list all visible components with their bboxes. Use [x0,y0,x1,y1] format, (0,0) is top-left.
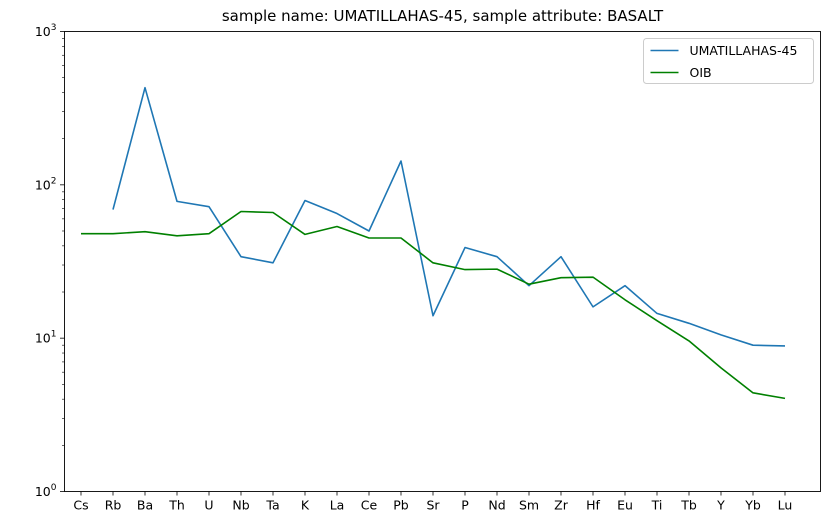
series-1 [81,210,786,400]
x-tick-label: Ba [137,498,153,513]
series-line [81,210,786,400]
series-line [112,86,786,347]
x-tick-label: Zr [554,498,569,513]
series-layer [81,86,786,400]
x-tick-label: Ti [651,498,663,513]
x-tick-label: Y [716,498,725,513]
x-tick-label: Ta [265,498,279,513]
legend-label: OIB [690,65,712,80]
x-tick-label: Cs [73,498,88,513]
x-tick-label: Hf [586,498,600,513]
y-tick-label: 103 [35,23,57,39]
x-tick-label: Nd [488,498,505,513]
axes-layer: Cs Rb Ba Th U Nb Ta K La Ce Pb Sr P Nd Sm Zr Hf Eu Ti Tb Y Yb… [35,23,821,513]
legend-label: UMATILLAHAS-45 [690,43,798,58]
x-tick-label: Th [168,498,185,513]
x-tick-label: Nb [232,498,249,513]
x-tick-label: Yb [744,498,761,513]
chart-title: sample name: UMATILLAHAS-45, sample attr… [222,7,664,25]
x-tick-label: Lu [778,498,793,513]
y-tick-label: 101 [35,330,57,346]
legend: UMATILLAHAS-45 OIB [643,38,814,84]
series-0 [112,86,786,347]
y-tick-label: 102 [35,176,57,192]
legend-box [643,38,814,84]
x-tick-label: Pb [393,498,409,513]
x-tick-label: Eu [617,498,633,513]
x-tick-label: Tb [680,498,697,513]
x-tick-label: K [301,498,310,513]
x-tick-label: Rb [105,498,122,513]
y-tick-label: 100 [35,483,57,499]
x-tick-label: P [461,498,469,513]
x-tick-label: Sr [426,498,440,513]
x-tick-label: Ce [361,498,378,513]
x-tick-label: U [204,498,213,513]
x-tick-label: Sm [519,498,539,513]
x-tick-label: La [330,498,345,513]
plot-frame [64,31,821,492]
